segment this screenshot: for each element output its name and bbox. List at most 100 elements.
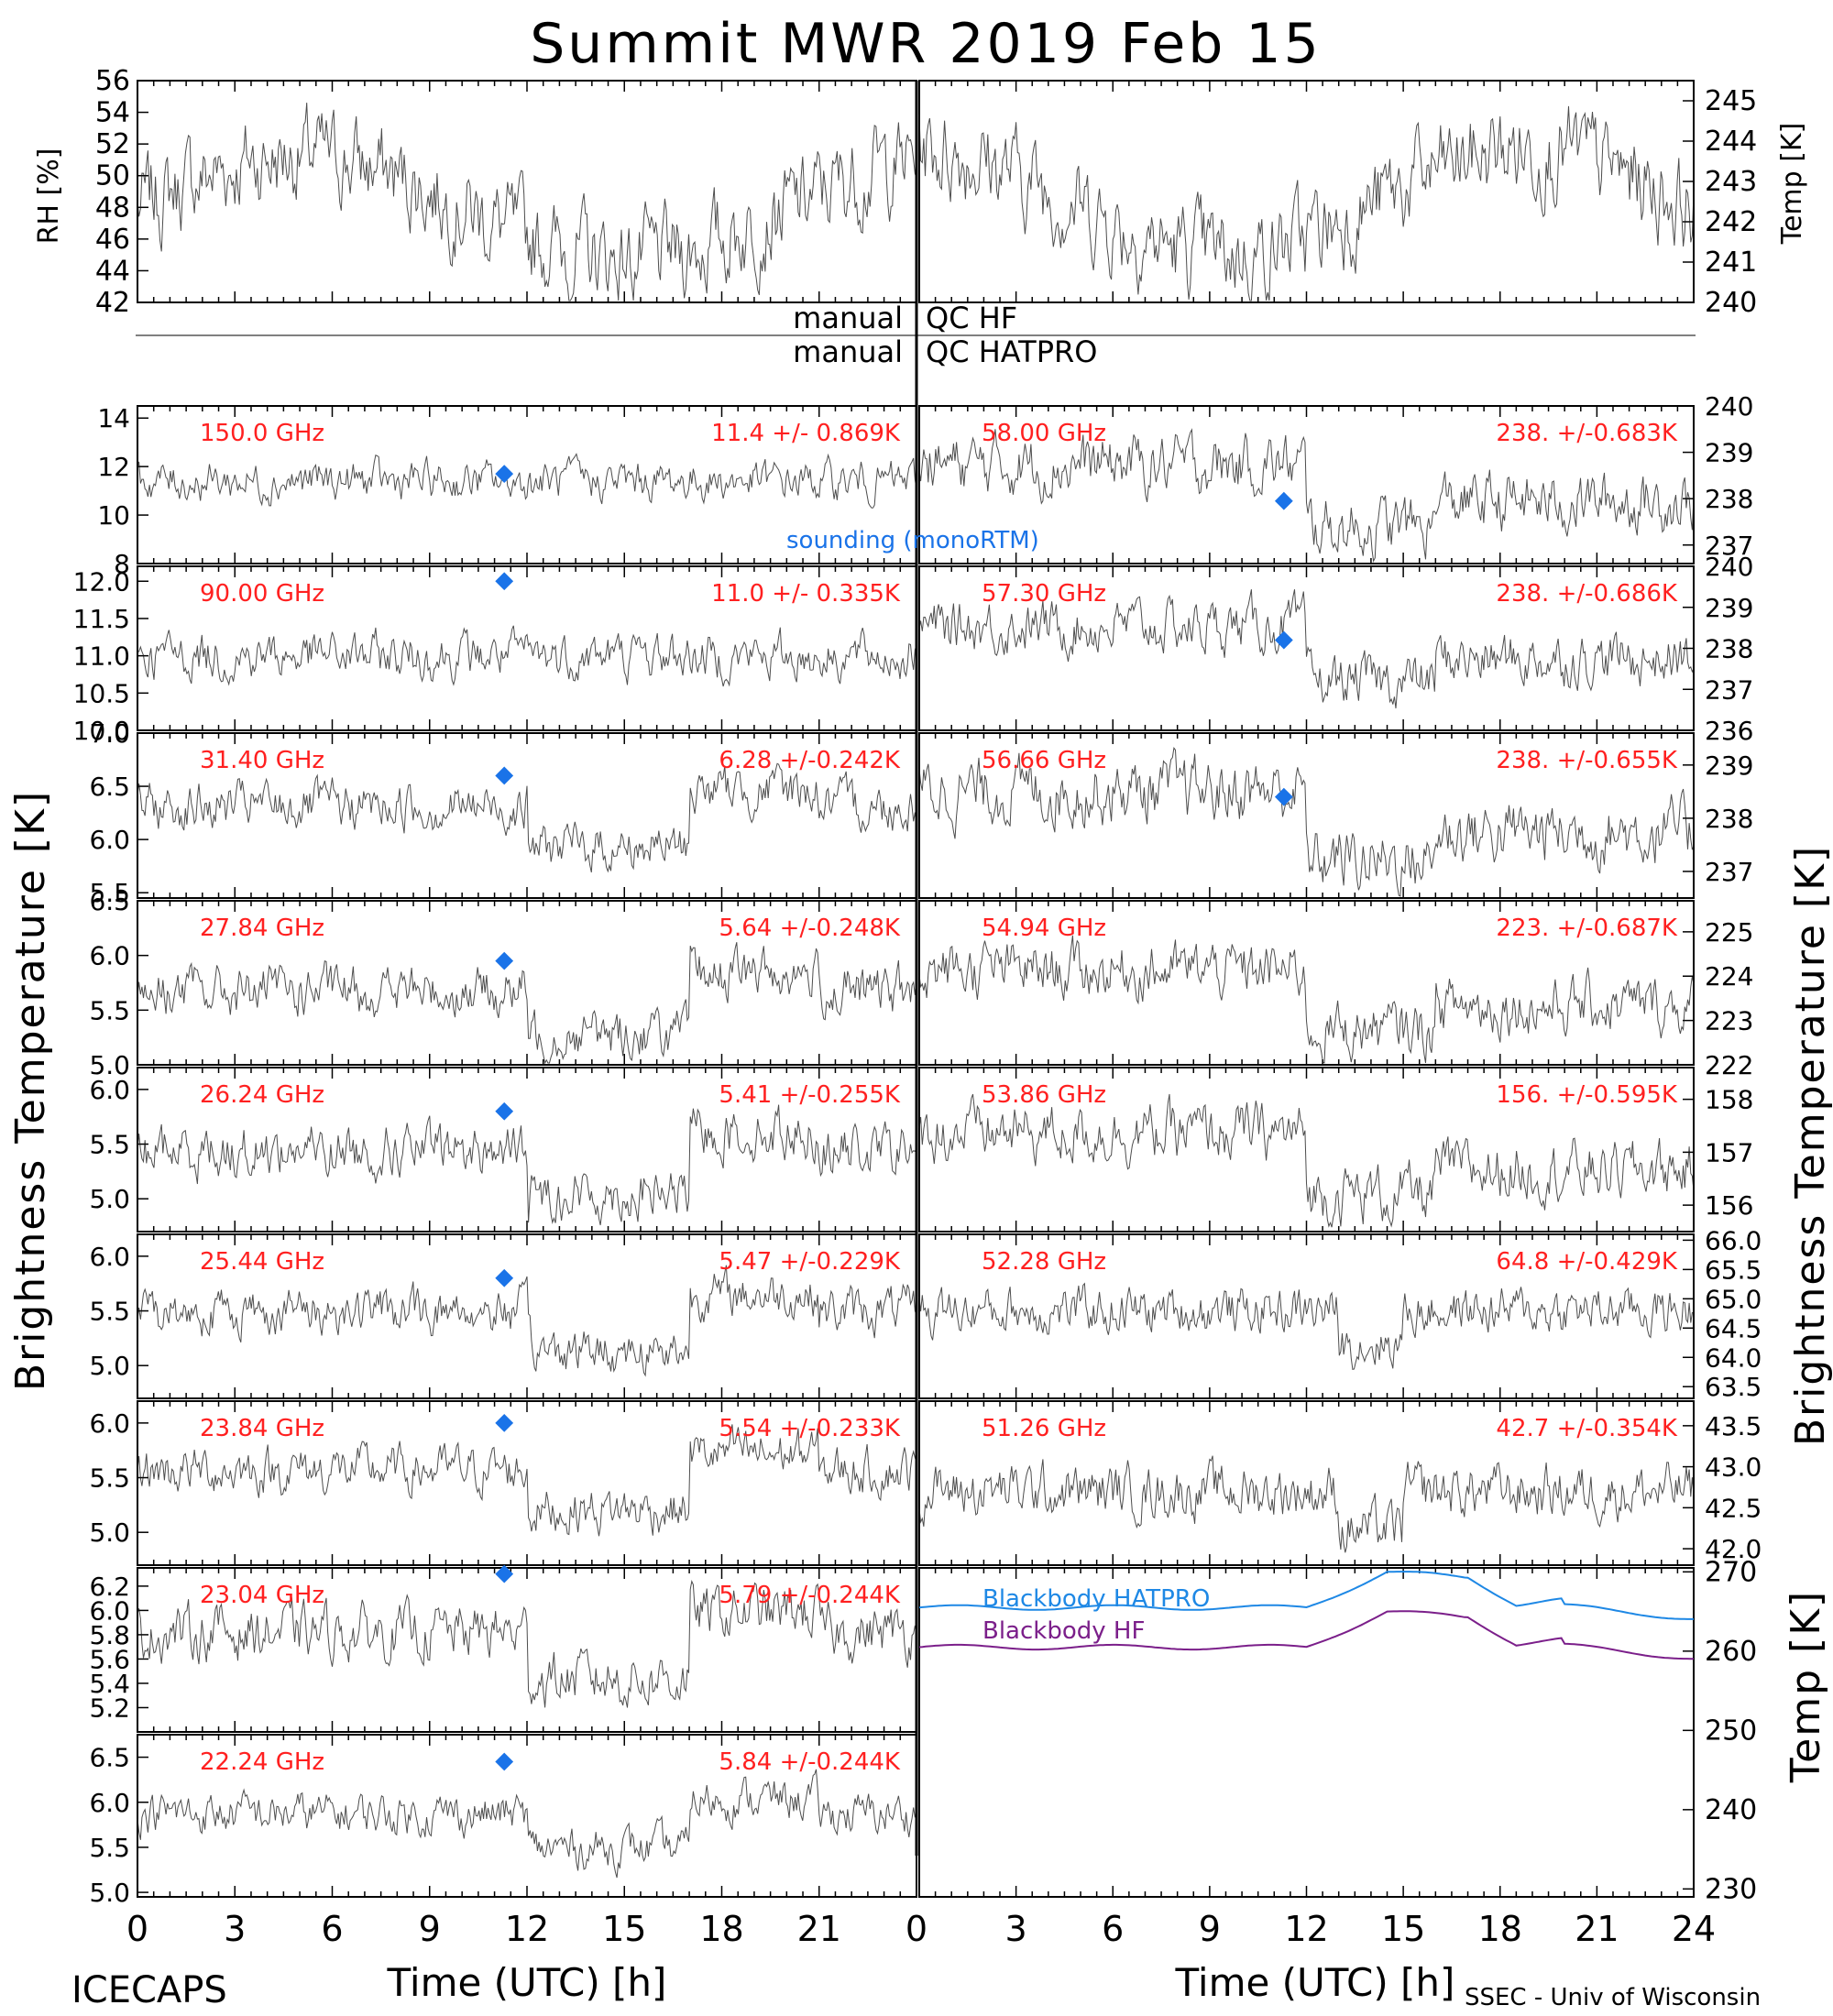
channel-stat-label: 238. +/-0.686K — [1496, 580, 1678, 608]
x-tick-label: 6 — [1102, 1909, 1124, 1949]
y-tick-label: 64.0 — [1705, 1342, 1762, 1373]
channel-stat-label: 6.28 +/-0.242K — [719, 747, 901, 774]
y-tick-label: 6.0 — [89, 1242, 130, 1272]
y-tick-label: 237 — [1705, 531, 1753, 561]
temp-y-axis-label: Temp [K] — [1776, 123, 1808, 246]
y-tick-label: 6.0 — [89, 941, 130, 971]
channel-freq-label: 54.94 GHz — [982, 915, 1106, 942]
x-axis-label-left: Time (UTC) [h] — [387, 1960, 667, 2005]
y-tick-label: 157 — [1705, 1137, 1753, 1167]
y-tick-label: 6.0 — [89, 1788, 130, 1818]
series-r1 — [918, 428, 1695, 564]
legend-hatpro: Blackbody HATPRO — [982, 1585, 1210, 1613]
x-axis-label-right: Time (UTC) [h] — [1175, 1960, 1455, 2005]
series-r2 — [918, 589, 1695, 709]
x-tick-label: 9 — [419, 1909, 441, 1949]
sounding-marker — [495, 1564, 514, 1583]
series-r6 — [918, 1282, 1695, 1371]
x-tick-label: 0 — [126, 1909, 148, 1949]
y-tick-label: 223 — [1705, 1006, 1753, 1036]
y-tick-label: 224 — [1705, 961, 1753, 992]
y-tick-label: 44 — [95, 255, 130, 287]
y-tick-label: 5.5 — [89, 995, 130, 1025]
channel-stat-label: 11.4 +/- 0.869K — [711, 420, 901, 447]
y-tick-label: 222 — [1705, 1050, 1753, 1080]
y-tick-label: 5.0 — [89, 1184, 130, 1214]
y-tick-label: 5.5 — [89, 878, 130, 908]
y-tick-label: 5.0 — [89, 1050, 130, 1080]
y-tick-label: 237 — [1705, 674, 1753, 705]
left-y-axis-label: Brightness Temperature [K] — [7, 790, 54, 1391]
channel-freq-label: 31.40 GHz — [200, 747, 324, 774]
series-l2 — [137, 625, 917, 687]
bb-series-0 — [918, 1571, 1694, 1620]
y-tick-label: 42 — [95, 287, 130, 319]
y-tick-label: 7.0 — [89, 718, 130, 749]
channel-freq-label: 25.44 GHz — [200, 1248, 324, 1276]
legend-hf: Blackbody HF — [982, 1617, 1145, 1645]
sounding-marker — [1274, 787, 1293, 806]
x-tick-label: 3 — [224, 1909, 246, 1949]
channel-stat-label: 11.0 +/- 0.335K — [711, 580, 901, 608]
channel-freq-label: 90.00 GHz — [200, 580, 324, 608]
y-tick-label: 11.0 — [73, 641, 130, 672]
x-tick-label: 0 — [906, 1909, 927, 1949]
qc-hatpro-right: QC HATPRO — [926, 334, 1097, 369]
y-tick-label: 236 — [1705, 716, 1753, 746]
y-tick-label: 6.0 — [89, 825, 130, 855]
y-tick-label: 270 — [1705, 1556, 1757, 1588]
sounding-marker — [495, 951, 514, 970]
channel-stat-label: 238. +/-0.683K — [1496, 420, 1678, 447]
y-tick-label: 6.0 — [89, 1408, 130, 1439]
y-tick-label: 5.5 — [89, 1297, 130, 1327]
y-tick-label: 6.5 — [89, 886, 130, 916]
y-tick-label: 237 — [1705, 857, 1753, 887]
y-tick-label: 5.8 — [89, 1620, 130, 1650]
sounding-marker — [495, 465, 514, 483]
series-r7 — [918, 1455, 1695, 1553]
sounding-marker — [495, 766, 514, 785]
y-tick-label: 10 — [97, 500, 130, 531]
y-tick-label: 43.0 — [1705, 1452, 1762, 1483]
y-tick-label: 6.5 — [89, 1743, 130, 1773]
x-tick-label: 15 — [1381, 1909, 1425, 1949]
series-l8 — [137, 1580, 917, 1708]
y-tick-label: 46 — [95, 224, 130, 256]
y-tick-label: 54 — [95, 97, 130, 129]
y-tick-label: 52 — [95, 128, 130, 160]
y-tick-label: 240 — [1705, 287, 1757, 319]
x-tick-label: 15 — [602, 1909, 646, 1949]
channel-stat-label: 42.7 +/-0.354K — [1496, 1415, 1678, 1442]
rh-series — [137, 103, 917, 301]
x-tick-label: 24 — [1672, 1909, 1716, 1949]
channel-freq-label: 22.24 GHz — [200, 1748, 324, 1776]
y-tick-label: 240 — [1705, 552, 1753, 582]
x-tick-label: 6 — [321, 1909, 343, 1949]
right-y-axis-label: Brightness Temperature [K] — [1787, 845, 1833, 1446]
y-tick-label: 63.5 — [1705, 1372, 1762, 1402]
y-tick-label: 230 — [1705, 1873, 1757, 1905]
sounding-marker — [495, 572, 514, 591]
y-tick-label: 5.5 — [89, 1833, 130, 1863]
y-tick-label: 42.0 — [1705, 1534, 1762, 1564]
y-tick-label: 5.0 — [89, 1517, 130, 1548]
y-tick-label: 6.0 — [89, 1075, 130, 1105]
channel-freq-label: 26.24 GHz — [200, 1081, 324, 1109]
bb-y-axis-label: Temp [K] — [1783, 1590, 1829, 1783]
y-tick-label: 156 — [1705, 1190, 1753, 1221]
channel-stat-label: 5.47 +/-0.229K — [719, 1248, 901, 1276]
y-tick-label: 64.5 — [1705, 1313, 1762, 1343]
sounding-marker — [1274, 630, 1293, 650]
channel-stat-label: 5.64 +/-0.248K — [719, 915, 901, 942]
channel-freq-label: 23.84 GHz — [200, 1415, 324, 1442]
y-tick-label: 5.4 — [89, 1669, 130, 1699]
y-tick-label: 158 — [1705, 1085, 1753, 1115]
series-l1 — [137, 453, 917, 509]
y-tick-label: 5.6 — [89, 1644, 130, 1674]
y-tick-label: 240 — [1705, 391, 1753, 422]
y-tick-label: 225 — [1705, 917, 1753, 948]
channel-freq-label: 51.26 GHz — [982, 1415, 1106, 1442]
y-tick-label: 5.0 — [89, 1351, 130, 1381]
y-tick-label: 240 — [1705, 1794, 1757, 1826]
